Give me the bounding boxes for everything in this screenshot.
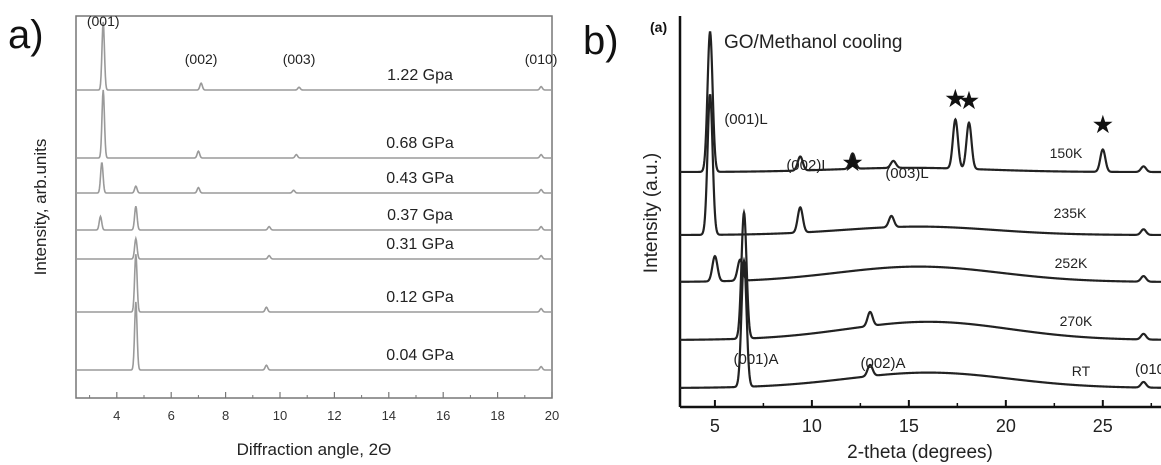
series-line-a-2	[76, 162, 552, 194]
peak-label-b-1: (002)L	[786, 157, 829, 174]
x-tick-label-b: 5	[710, 416, 720, 436]
panel-a: a) 4 6 8 10 12 14 16 18 20 (001)(002) (003) (010) …	[8, 13, 559, 459]
series-label-b-1: 235K	[1054, 205, 1087, 221]
series-line-b-4	[680, 256, 1161, 389]
x-tick-label-a: 6	[168, 408, 175, 423]
series-label-a-6: 0.04 GPa	[386, 347, 454, 364]
star-marker-b: ★	[1093, 112, 1113, 137]
x-tick-label-a: 18	[490, 408, 504, 423]
peak-labels-a: (001) (002) (003) (010)	[87, 13, 558, 67]
series-line-b-0	[680, 31, 1161, 174]
series-label-a-0: 1.22 Gpa	[387, 67, 453, 84]
peak-label-a-0: (001)	[87, 13, 120, 29]
series-line-a-5	[76, 254, 552, 313]
series-line-b-3	[680, 208, 1161, 341]
peak-label-a-2: (003)	[283, 51, 316, 67]
x-tick-label-a: 10	[273, 408, 287, 423]
panel-label-a: a)	[8, 13, 44, 57]
x-tick-label-a: 8	[222, 408, 229, 423]
series-line-a-3	[76, 206, 552, 231]
x-tick-label-b: 10	[802, 416, 822, 436]
y-axis-label-a: Intensity, arb.units	[31, 139, 50, 276]
plot-frame-a	[75, 15, 553, 399]
x-axis-label-a: Diffraction angle, 2Θ	[237, 440, 392, 459]
star-marker-b: ★	[946, 86, 966, 111]
series-lines-a	[76, 21, 552, 371]
peak-label-b-2: (003)L	[885, 165, 928, 182]
series-line-a-0	[76, 21, 552, 91]
series-line-b-2	[679, 254, 1161, 283]
x-ticks-a: 4 6 8 10 12 14 16 18 20	[76, 89, 559, 423]
series-label-a-4: 0.31 GPa	[386, 236, 454, 253]
x-tick-label-a: 12	[327, 408, 341, 423]
peak-label-b-4: (002)A	[860, 355, 905, 372]
x-tick-label-a: 20	[545, 408, 559, 423]
y-axis-label-b: Intensity (a.u.)	[641, 153, 662, 273]
x-tick-label-b: 25	[1093, 416, 1113, 436]
series-line-b-1	[679, 94, 1161, 237]
chart-title-b: GO/Methanol cooling	[724, 32, 903, 53]
peak-label-b-0: (001)L	[724, 111, 767, 128]
peak-labels-b: (001)L (002)L (003)L (001)A (002)A (010	[724, 111, 1161, 378]
series-label-a-2: 0.43 GPa	[386, 170, 454, 187]
series-label-b-0: 150K	[1050, 145, 1083, 161]
series-labels-a: 1.22 Gpa 0.68 GPa 0.43 GPa 0.37 Gpa 0.31 GPa…	[386, 67, 454, 364]
peak-label-b-5: (010	[1135, 361, 1161, 378]
series-label-b-4: RT	[1072, 363, 1091, 379]
series-line-a-6	[76, 301, 552, 371]
series-line-a-1	[76, 89, 552, 159]
series-label-a-1: 0.68 GPa	[386, 135, 454, 152]
series-line-a-4	[76, 235, 552, 260]
series-label-a-3: 0.37 Gpa	[387, 207, 453, 224]
x-tick-label-a: 4	[113, 408, 120, 423]
star-markers-b: ★★★★	[843, 86, 1113, 175]
series-label-b-3: 270K	[1060, 313, 1093, 329]
series-labels-b: 150K 235K 252K 270K RT	[1050, 145, 1093, 379]
peak-label-a-1: (002)	[185, 51, 218, 67]
star-marker-b: ★	[843, 150, 863, 175]
peak-label-b-3: (001)A	[733, 351, 778, 368]
x-tick-label-b: 15	[899, 416, 919, 436]
x-axis-label-b: 2-theta (degrees)	[847, 442, 993, 463]
panel-label-b: b)	[583, 19, 619, 63]
peak-label-a-3: (010)	[525, 51, 558, 67]
x-tick-label-b: 20	[996, 416, 1016, 436]
x-tick-label-a: 14	[382, 408, 396, 423]
x-tick-label-a: 16	[436, 408, 450, 423]
panel-b: b) (a) GO/Methanol cooling 5 10 15 20 25 ★★★…	[583, 16, 1161, 463]
sub-panel-label: (a)	[650, 19, 667, 35]
series-label-a-5: 0.12 GPa	[386, 289, 454, 306]
series-lines-b	[679, 31, 1161, 389]
star-marker-b: ★	[959, 88, 979, 113]
x-ticks-b: 5 10 15 20 25	[710, 400, 1153, 436]
series-label-b-2: 252K	[1055, 255, 1088, 271]
